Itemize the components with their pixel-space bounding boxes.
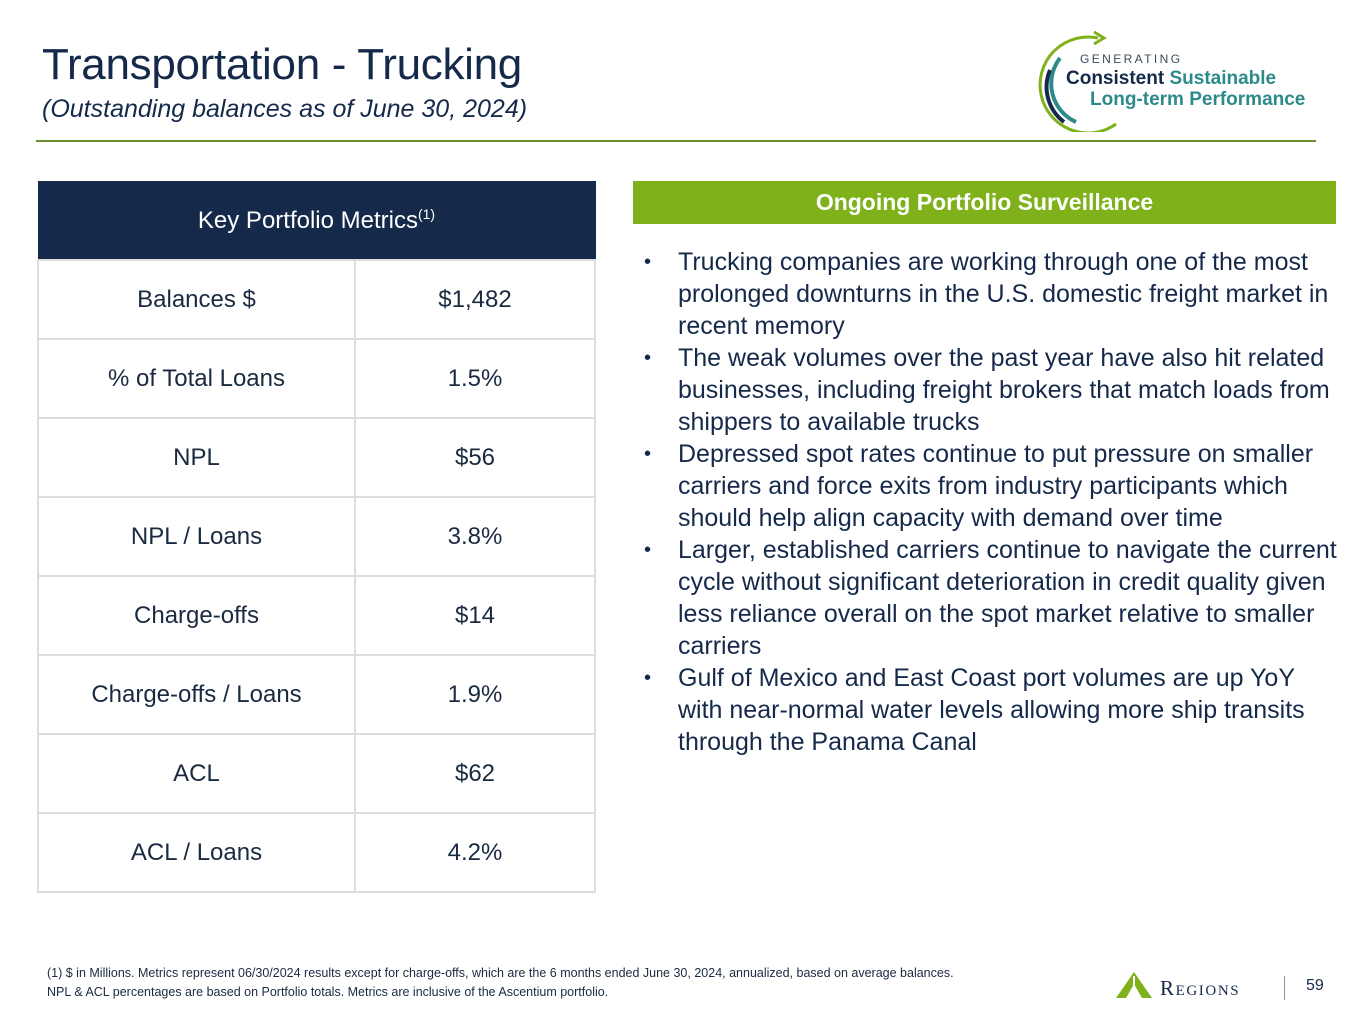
table-row: ACL / Loans 4.2% [37, 812, 597, 893]
metric-label: ACL [37, 733, 356, 814]
surveillance-header: Ongoing Portfolio Surveillance [633, 181, 1336, 224]
table-header-label: Key Portfolio Metrics [197, 207, 418, 234]
list-item: • Larger, established carriers continue t… [640, 534, 1340, 662]
header-divider [36, 140, 1316, 142]
list-item: • Gulf of Mexico and East Coast port volu… [640, 662, 1340, 758]
metric-label: Balances $ [37, 259, 356, 340]
brand-name: Regions [1160, 976, 1241, 1000]
metric-label: NPL [37, 417, 356, 498]
table-row: NPL $56 [37, 417, 597, 498]
table-row: ACL $62 [37, 733, 597, 814]
metric-value: $1,482 [353, 259, 597, 340]
metric-value: 4.2% [353, 812, 597, 893]
table-header: Key Portfolio Metrics(1) [37, 181, 596, 261]
metric-label: Charge-offs [37, 575, 356, 656]
metric-value: 3.8% [353, 496, 597, 577]
brand-divider [1284, 976, 1285, 1000]
bullet-icon: • [644, 667, 652, 689]
metric-value: $62 [353, 733, 597, 814]
bullet-text: Larger, established carriers continue to… [678, 536, 1337, 660]
page-number: 59 [1306, 977, 1324, 994]
metric-value: $14 [353, 575, 597, 656]
metric-label: ACL / Loans [37, 812, 356, 893]
footnote-line1: (1) $ in Millions. Metrics represent 06/… [47, 966, 954, 980]
footnote-line2: NPL & ACL percentages are based on Portf… [47, 985, 609, 999]
table-row: Charge-offs / Loans 1.9% [37, 654, 597, 735]
tagline-line2: Long-term Performance [1090, 89, 1306, 110]
bullet-text: The weak volumes over the past year have… [678, 344, 1330, 436]
metric-value: 1.9% [353, 654, 597, 735]
bullet-text: Gulf of Mexico and East Coast port volum… [678, 664, 1305, 756]
table-row: NPL / Loans 3.8% [37, 496, 597, 577]
bullet-icon: • [644, 251, 652, 273]
footnote: (1) $ in Millions. Metrics represent 06/… [47, 964, 1087, 1002]
metric-value: 1.5% [353, 338, 597, 419]
metric-label: NPL / Loans [37, 496, 356, 577]
page-title: Transportation - Trucking [42, 40, 522, 89]
metric-label: % of Total Loans [37, 338, 356, 419]
footnote-marker: (1) [417, 206, 436, 222]
regions-logo-icon [1116, 972, 1152, 998]
key-metrics-table: Key Portfolio Metrics(1) Balances $ $1,4… [37, 181, 597, 893]
bullet-icon: • [644, 443, 652, 465]
table-header-row: Key Portfolio Metrics(1) [37, 181, 596, 261]
list-item: • Depressed spot rates continue to put pr… [640, 438, 1340, 534]
surveillance-bullets: • Trucking companies are working through … [640, 246, 1340, 758]
metric-label: Charge-offs / Loans [37, 654, 356, 735]
tagline-sustainable: Sustainable [1169, 68, 1277, 89]
bullet-text: Depressed spot rates continue to put pre… [678, 440, 1314, 532]
tagline-logo-icon [1038, 30, 1117, 132]
bullet-text: Trucking companies are working through o… [678, 248, 1329, 340]
table-row: Charge-offs $14 [37, 575, 597, 656]
bullet-icon: • [644, 347, 652, 369]
list-item: • Trucking companies are working through … [640, 246, 1340, 342]
page-subtitle: (Outstanding balances as of June 30, 202… [42, 95, 528, 123]
list-item: • The weak volumes over the past year hav… [640, 342, 1340, 438]
metric-value: $56 [353, 417, 597, 498]
tagline-small: GENERATING [1080, 52, 1183, 66]
table-row: Balances $ $1,482 [37, 259, 597, 340]
tagline-line1: Consistent Sustainable [1066, 68, 1276, 90]
tagline-consistent: Consistent [1066, 68, 1165, 89]
bullet-icon: • [644, 539, 652, 561]
table-row: % of Total Loans 1.5% [37, 338, 597, 419]
